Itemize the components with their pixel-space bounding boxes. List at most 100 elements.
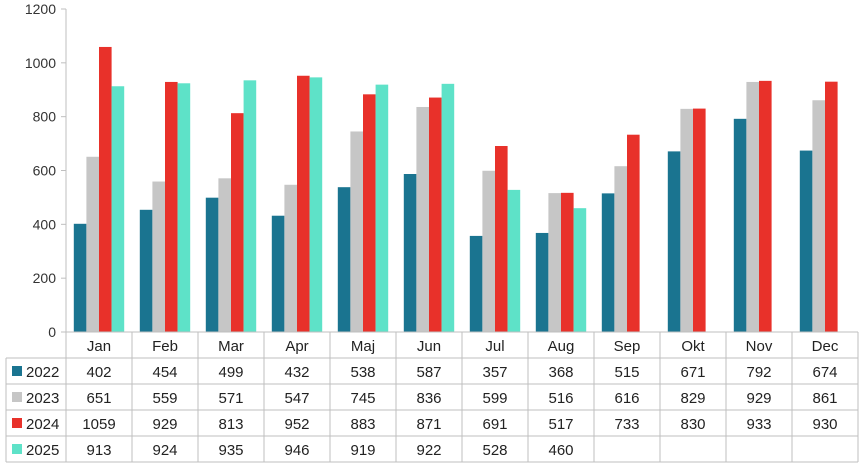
bar	[231, 113, 244, 332]
bar	[416, 106, 429, 332]
data-label: 1059	[82, 416, 115, 433]
bar	[309, 77, 323, 332]
bar	[177, 83, 191, 332]
data-label: 499	[218, 364, 243, 381]
data-label: 599	[482, 390, 507, 407]
data-label: 935	[218, 442, 243, 459]
bar	[284, 184, 297, 332]
bar	[139, 209, 153, 332]
x-tick-label: Jul	[485, 338, 504, 355]
data-label: 946	[284, 442, 309, 459]
legend-label: 2025	[26, 442, 59, 459]
data-label: 861	[812, 390, 837, 407]
data-label: 517	[548, 416, 573, 433]
data-label: 830	[680, 416, 705, 433]
bar	[693, 108, 706, 332]
data-label: 933	[746, 416, 771, 433]
bar	[495, 146, 508, 332]
legend-label: 2022	[26, 364, 59, 381]
bar	[667, 151, 681, 332]
data-label: 651	[86, 390, 111, 407]
legend-swatch	[12, 392, 22, 402]
bar	[205, 197, 219, 332]
legend-swatch	[12, 444, 22, 454]
bar	[812, 100, 825, 332]
bar	[152, 181, 165, 332]
bar	[375, 84, 389, 332]
legend-swatch	[12, 418, 22, 428]
bar	[680, 108, 693, 332]
bar	[99, 46, 112, 332]
bar	[482, 170, 495, 332]
bar	[614, 166, 627, 332]
bar	[86, 156, 99, 332]
x-tick-label: Dec	[812, 338, 839, 355]
x-tick-label: Feb	[152, 338, 178, 355]
data-label: 691	[482, 416, 507, 433]
bar	[746, 81, 759, 332]
bar	[337, 187, 351, 332]
data-label: 357	[482, 364, 507, 381]
bar	[441, 83, 455, 332]
bar	[573, 208, 587, 332]
data-label: 829	[680, 390, 705, 407]
legend-swatch	[12, 366, 22, 376]
y-tick-label: 1000	[25, 55, 56, 71]
bar	[825, 81, 838, 332]
data-label: 587	[416, 364, 441, 381]
data-label: 559	[152, 390, 177, 407]
data-label: 836	[416, 390, 441, 407]
data-label: 538	[350, 364, 375, 381]
x-tick-label: Mar	[218, 338, 244, 355]
data-label: 929	[152, 416, 177, 433]
x-tick-label: Sep	[614, 338, 641, 355]
bar	[733, 118, 747, 332]
x-tick-label: Jan	[87, 338, 111, 355]
data-label: 871	[416, 416, 441, 433]
bar	[627, 134, 640, 332]
data-label: 671	[680, 364, 705, 381]
data-label: 516	[548, 390, 573, 407]
data-label: 952	[284, 416, 309, 433]
bar	[165, 81, 178, 332]
y-tick-label: 600	[33, 163, 57, 179]
x-tick-label: Nov	[746, 338, 773, 355]
bar	[469, 235, 483, 332]
data-table: Jan Feb Mar Apr Maj Jun Jul Aug Sep Okt Nov Dec 2022…	[5, 331, 859, 463]
bar	[73, 223, 87, 332]
bar	[561, 192, 574, 332]
data-label: 792	[746, 364, 771, 381]
data-label: 745	[350, 390, 375, 407]
data-label: 547	[284, 390, 309, 407]
y-tick-label: 800	[33, 109, 57, 125]
data-label: 924	[152, 442, 177, 459]
y-tick-label: 400	[33, 216, 57, 232]
data-label: 571	[218, 390, 243, 407]
y-axis: 0 200 400 600 800 1000 1200	[25, 1, 67, 340]
data-label: 528	[482, 442, 507, 459]
bar	[297, 75, 310, 333]
data-label: 919	[350, 442, 375, 459]
data-label: 922	[416, 442, 441, 459]
x-tick-label: Aug	[548, 338, 575, 355]
y-tick-label: 200	[33, 270, 57, 286]
bar	[799, 150, 813, 332]
data-label: 813	[218, 416, 243, 433]
data-label: 402	[86, 364, 111, 381]
data-label: 368	[548, 364, 573, 381]
bar	[429, 97, 442, 332]
bar	[350, 131, 363, 332]
bar	[271, 215, 285, 332]
legend-label: 2024	[26, 416, 59, 433]
data-label: 515	[614, 364, 639, 381]
data-label: 930	[812, 416, 837, 433]
bar	[601, 193, 615, 332]
legend-label: 2023	[26, 390, 59, 407]
data-label: 460	[548, 442, 573, 459]
bar	[363, 94, 376, 332]
x-tick-label: Apr	[285, 338, 308, 355]
bar	[111, 86, 125, 333]
data-label: 883	[350, 416, 375, 433]
bar	[548, 193, 561, 332]
bars	[73, 46, 838, 333]
